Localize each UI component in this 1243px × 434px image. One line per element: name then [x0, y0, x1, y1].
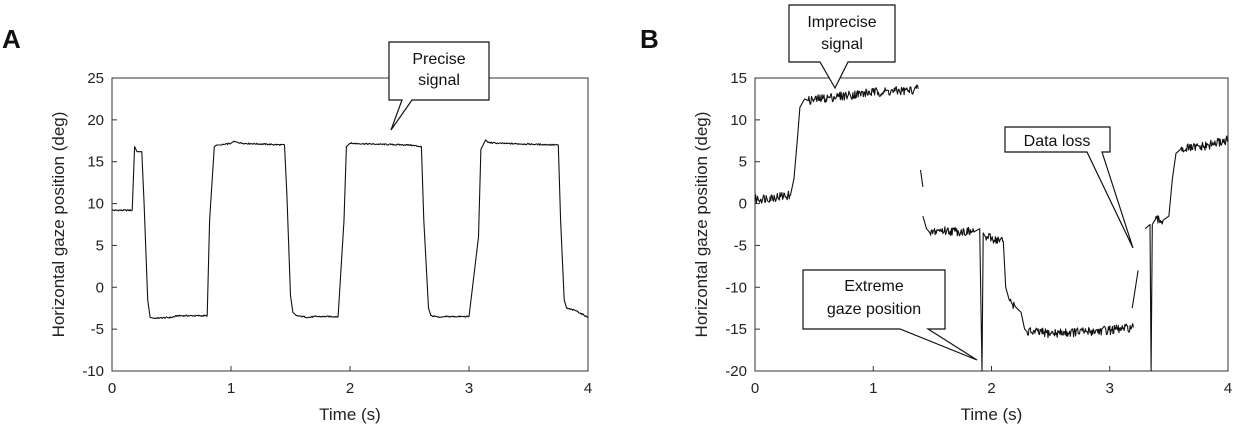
y-tick-label: -10: [82, 363, 104, 380]
y-tick-label: -5: [734, 237, 747, 254]
panel-b-ticks: 0 1 2 3 4 -20 -15 -10 -5 0 5 10 15: [725, 70, 1232, 397]
gaze-trace-segment: [111, 139, 588, 320]
callout-line: signal: [821, 36, 863, 53]
y-tick-label: -15: [725, 321, 747, 338]
panel-a-ticks: 0 1 2 3 4 -10 -5 0 5 10 15 20 25: [82, 70, 592, 397]
y-tick-label: 20: [87, 112, 104, 129]
panel-b-letter: B: [640, 24, 659, 54]
panel-b: B 0 1 2 3 4 -20 -15 -10 -5 0 5 10 15 Time (s) Horizo…: [640, 4, 1232, 424]
callout-line: signal: [418, 72, 460, 89]
callout-bubble: [1004, 126, 1134, 249]
x-tick-label: 0: [751, 380, 759, 397]
callout-line: Data loss: [1024, 133, 1091, 150]
panel-a: A 0 1 2 3 4 -10 -5 0 5 10 15 20 25 Time (s) Horizont…: [2, 24, 592, 424]
y-tick-label: -10: [725, 279, 747, 296]
y-tick-label: 15: [730, 70, 747, 87]
y-tick-label: -5: [91, 321, 104, 338]
x-tick-label: 0: [108, 380, 116, 397]
panel-b-traces: [754, 84, 1229, 372]
panel-a-plot-frame: [111, 77, 589, 372]
y-tick-label: -20: [725, 363, 747, 380]
callout-bubble: [802, 269, 978, 361]
gaze-trace-segment: [1144, 135, 1229, 372]
y-tick-label: 5: [96, 237, 104, 254]
gaze-trace-segment: [754, 84, 919, 204]
callout-line: gaze position: [827, 301, 921, 318]
gaze-trace-segment: [922, 215, 1134, 372]
panel-b-y-axis-label: Horizontal gaze position (deg): [692, 112, 711, 338]
y-tick-label: 0: [739, 196, 747, 213]
callout-imprecise-signal: Imprecise signal: [788, 4, 896, 90]
callout-bubble: [788, 4, 896, 90]
x-tick-label: 3: [465, 380, 473, 397]
callout-line: Precise: [412, 51, 465, 68]
x-tick-label: 2: [987, 380, 995, 397]
y-tick-label: 25: [87, 70, 104, 87]
y-tick-label: 10: [87, 196, 104, 213]
callout-bubble: [388, 41, 490, 131]
x-tick-label: 1: [869, 380, 877, 397]
panel-a-traces: [111, 139, 588, 320]
x-tick-label: 4: [584, 380, 592, 397]
callout-line: Imprecise: [807, 14, 876, 31]
x-tick-label: 2: [346, 380, 354, 397]
y-tick-label: 5: [739, 154, 747, 171]
callout-precise-signal: Precise signal: [388, 41, 490, 131]
x-tick-label: 1: [227, 380, 235, 397]
panel-a-letter: A: [2, 24, 21, 54]
callout-line: Extreme: [844, 278, 904, 295]
gaze-trace-segment: [1131, 270, 1139, 309]
panel-a-y-axis-label: Horizontal gaze position (deg): [49, 112, 68, 338]
x-tick-label: 4: [1224, 380, 1232, 397]
callout-extreme-gaze-position: Extreme gaze position: [802, 269, 978, 361]
panel-a-x-axis-label: Time (s): [319, 405, 381, 424]
y-tick-label: 10: [730, 112, 747, 129]
callout-data-loss: Data loss: [1004, 126, 1134, 249]
y-tick-label: 15: [87, 154, 104, 171]
gaze-trace-segment: [919, 170, 924, 187]
y-tick-label: 0: [96, 279, 104, 296]
x-tick-label: 3: [1106, 380, 1114, 397]
panel-b-x-axis-label: Time (s): [961, 405, 1023, 424]
